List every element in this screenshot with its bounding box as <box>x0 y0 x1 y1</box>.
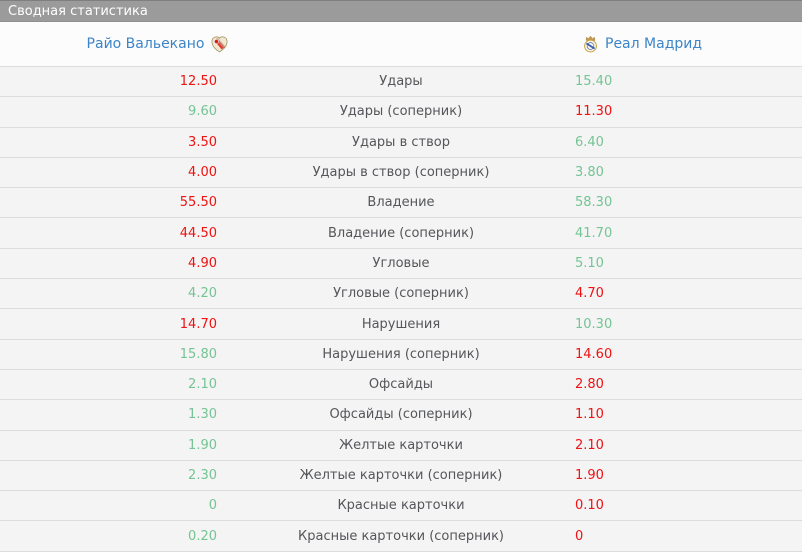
stat-row: 3.50 Удары в створ 6.40 <box>0 127 802 158</box>
home-value: 4.90 <box>188 255 217 271</box>
home-value: 0.20 <box>188 528 217 544</box>
stat-label: Желтые карточки <box>339 437 463 453</box>
stat-row: 2.10 Офсайды 2.80 <box>0 369 802 401</box>
away-value: 2.10 <box>575 437 604 453</box>
home-value: 15.80 <box>179 346 217 362</box>
stat-label: Офсайды (соперник) <box>329 407 473 423</box>
away-value: 5.10 <box>575 255 604 271</box>
stat-label: Нарушения (соперник) <box>322 346 480 362</box>
stat-label: Нарушения <box>361 316 441 332</box>
panel-header: Сводная статистика <box>0 0 802 22</box>
away-value: 0.10 <box>575 498 604 514</box>
away-team-link[interactable]: Реал Мадрид <box>605 36 703 52</box>
away-value: 41.70 <box>575 225 613 241</box>
away-value: 1.90 <box>575 468 604 483</box>
home-value: 3.50 <box>188 134 217 150</box>
stat-label: Удары (соперник) <box>339 104 463 120</box>
away-value: 58.30 <box>575 195 613 211</box>
away-value: 0 <box>575 528 584 544</box>
away-value: 4.70 <box>575 286 604 302</box>
stat-row: 0.20 Красные карточки (соперник) 0 <box>0 521 802 552</box>
stat-label: Красные карточки (соперник) <box>298 528 504 544</box>
stat-row: 9.60 Удары (соперник) 11.30 <box>0 97 802 128</box>
home-value: 2.10 <box>188 377 217 393</box>
stat-row: 1.30 Офсайды (соперник) 1.10 <box>0 400 802 431</box>
stat-row: 15.80 Нарушения (соперник) 14.60 <box>0 339 802 370</box>
team-header-row: Райо Вальекано Реал Мадрид <box>0 22 802 67</box>
panel-title: Сводная статистика <box>8 3 148 19</box>
stat-label: Угловые (соперник) <box>333 286 469 302</box>
away-value: 2.80 <box>575 377 604 393</box>
stat-row: 55.50 Владение 58.30 <box>0 188 802 219</box>
stat-row: 1.90 Желтые карточки 2.10 <box>0 430 802 461</box>
home-value: 12.50 <box>179 74 217 90</box>
stat-row: 4.20 Угловые (соперник) 4.70 <box>0 279 802 310</box>
stats-table: 12.50 Удары 15.40 9.60 Удары (соперник) … <box>0 67 802 552</box>
home-value: 14.70 <box>179 316 217 332</box>
home-value: 44.50 <box>179 225 217 241</box>
stat-label: Желтые карточки (соперник) <box>299 468 503 483</box>
away-value: 3.80 <box>575 165 604 181</box>
home-value: 0 <box>208 498 217 514</box>
stat-label: Удары в створ (соперник) <box>312 165 490 181</box>
home-value: 4.20 <box>188 286 217 302</box>
stat-row: 4.90 Угловые 5.10 <box>0 248 802 280</box>
home-value: 55.50 <box>179 195 217 211</box>
home-value: 1.30 <box>188 407 217 423</box>
stat-label: Удары <box>379 74 423 90</box>
stat-label: Угловые <box>372 255 430 271</box>
away-value: 6.40 <box>575 134 604 150</box>
away-value: 14.60 <box>575 346 613 362</box>
away-value: 11.30 <box>575 104 613 120</box>
stat-row: 14.70 Нарушения 10.30 <box>0 309 802 340</box>
rayo-vallecano-crest-icon <box>211 35 228 53</box>
stat-row: 44.50 Владение (соперник) 41.70 <box>0 218 802 249</box>
stat-label: Удары в створ <box>352 134 450 150</box>
stat-label: Владение (соперник) <box>327 225 475 241</box>
away-value: 10.30 <box>575 316 613 332</box>
home-team-header: Райо Вальекано <box>0 22 315 66</box>
stat-row: 4.00 Удары в створ (соперник) 3.80 <box>0 157 802 189</box>
stat-label: Владение <box>367 195 435 211</box>
home-value: 4.00 <box>188 165 217 181</box>
away-team-header: Реал Мадрид <box>583 22 702 66</box>
home-team-link[interactable]: Райо Вальекано <box>86 36 205 52</box>
real-madrid-crest-icon <box>583 35 598 53</box>
away-value: 1.10 <box>575 407 604 423</box>
home-value: 1.90 <box>188 437 217 453</box>
home-value: 2.30 <box>188 468 217 483</box>
home-value: 9.60 <box>188 104 217 120</box>
stat-row: 12.50 Удары 15.40 <box>0 67 802 98</box>
stat-label: Офсайды <box>368 377 434 393</box>
away-value: 15.40 <box>575 74 613 90</box>
stat-row: 0 Красные карточки 0.10 <box>0 491 802 522</box>
stat-label: Красные карточки <box>337 498 465 514</box>
stat-row: 2.30 Желтые карточки (соперник) 1.90 <box>0 460 802 492</box>
